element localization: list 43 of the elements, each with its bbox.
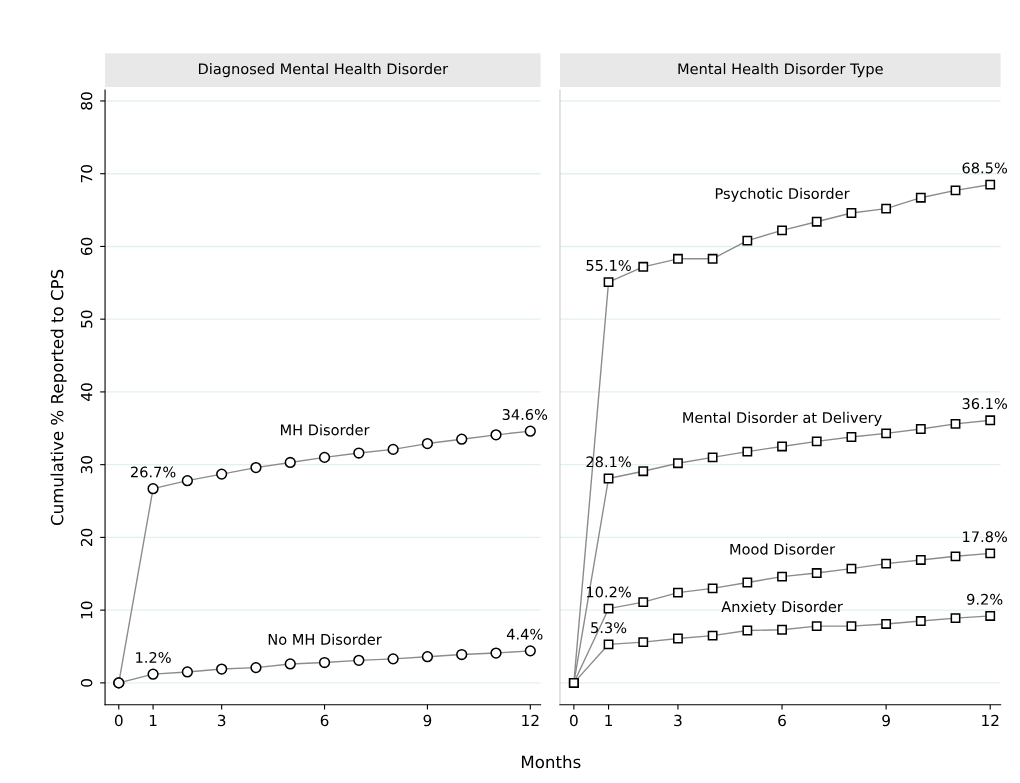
- series-label: MH Disorder: [281, 424, 370, 436]
- y-tick-label: 30: [80, 455, 93, 474]
- data-label: 17.8%: [963, 531, 1008, 543]
- chart-title: Diagnosed Mental Health Disorder: [198, 63, 449, 78]
- y-tick-label: 10: [80, 601, 93, 619]
- y-axis-title: Cumulative % Reported to CPS: [50, 269, 67, 526]
- series-label: Mental Disorder at Delivery: [683, 411, 882, 426]
- x-tick-label: 6: [320, 714, 329, 727]
- x-tick-label: 0: [114, 714, 123, 727]
- x-tick-label: 9: [882, 714, 890, 727]
- series-label: No MH Disorder: [268, 633, 382, 645]
- y-tick-label: 40: [80, 383, 93, 401]
- y-tick-label: 70: [80, 164, 93, 183]
- data-label: 36.1%: [962, 398, 1008, 410]
- data-label: 4.4%: [506, 628, 543, 640]
- chart-title: Mental Health Disorder Type: [678, 63, 883, 78]
- x-tick-label: 12: [982, 714, 999, 727]
- y-tick-label: 20: [80, 528, 93, 546]
- data-label: 34.6%: [502, 409, 548, 421]
- x-tick-label: 9: [423, 714, 432, 727]
- x-tick-label: 6: [778, 714, 786, 727]
- x-tick-label: 3: [217, 714, 226, 727]
- series-label: Psychotic Disorder: [715, 187, 850, 202]
- data-label: 5.3%: [591, 622, 627, 634]
- x-tick-label: 12: [522, 714, 539, 727]
- data-label: 55.1%: [586, 259, 631, 271]
- series-label: Anxiety Disorder: [721, 600, 843, 616]
- data-label: 26.7%: [130, 466, 176, 478]
- data-label: 1.2%: [136, 651, 171, 663]
- y-tick-label: 80: [80, 92, 93, 110]
- data-label: 68.5%: [962, 162, 1008, 174]
- x-axis-title: Months: [521, 755, 581, 769]
- y-tick-label: 60: [80, 237, 93, 256]
- x-tick-label: 1: [605, 714, 612, 727]
- y-tick-label: 50: [80, 310, 93, 328]
- x-tick-label: 3: [674, 714, 682, 727]
- data-label: 10.2%: [586, 586, 631, 598]
- x-tick-label: 0: [570, 714, 578, 727]
- data-label: 9.2%: [967, 593, 1003, 605]
- series-label: Mood Disorder: [730, 543, 836, 555]
- y-tick-label: 0: [80, 679, 93, 687]
- data-label: 28.1%: [586, 456, 631, 468]
- x-tick-label: 1: [149, 714, 157, 727]
